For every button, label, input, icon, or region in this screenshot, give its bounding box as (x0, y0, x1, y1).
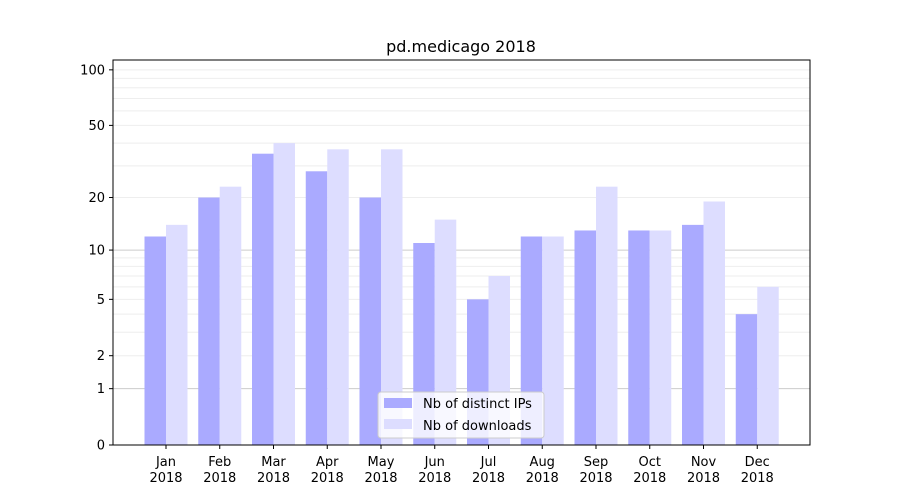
legend-label-ips: Nb of distinct IPs (423, 397, 532, 412)
x-tick-label: Aug 2018 (526, 455, 559, 486)
bar-ips (682, 224, 704, 445)
x-tick-label: Jan 2018 (149, 455, 182, 486)
x-tick-label: Dec 2018 (741, 455, 774, 486)
bar-downloads (596, 186, 618, 446)
y-tick-label: 2 (97, 349, 105, 364)
legend-box (377, 391, 545, 439)
bar-ips (628, 230, 650, 445)
y-tick-label: 0 (97, 439, 105, 454)
bar-downloads (649, 230, 672, 445)
chart-title: pd.medicago 2018 (386, 37, 536, 56)
x-tick-label: Nov 2018 (687, 455, 720, 486)
bar-downloads (757, 286, 779, 445)
bar-ips (359, 197, 381, 445)
y-tick-label: 50 (88, 119, 105, 134)
bar-ips (144, 236, 166, 445)
x-tick-label: Feb 2018 (203, 455, 236, 486)
bar-downloads (542, 236, 564, 445)
bar-downloads (327, 149, 349, 445)
x-tick-label: Apr 2018 (311, 455, 344, 486)
x-tick-label: Jun 2018 (418, 455, 451, 486)
x-tick-label: Jul 2018 (472, 455, 505, 486)
y-tick-label: 1 (97, 382, 105, 397)
bar-downloads (273, 143, 295, 445)
bar-ips (305, 171, 328, 445)
bar-ips (735, 314, 758, 445)
x-tick-label: Mar 2018 (257, 455, 290, 486)
y-tick-label: 100 (80, 63, 105, 78)
legend: Nb of distinct IPs Nb of downloads (377, 391, 545, 439)
y-tick-label: 20 (88, 191, 105, 206)
y-tick-label: 5 (97, 293, 105, 308)
legend-swatch-downloads (384, 419, 412, 429)
y-tick-label: 10 (88, 244, 105, 259)
legend-label-downloads: Nb of downloads (423, 419, 532, 434)
axes-frame (112, 59, 811, 446)
legend-swatch-ips (384, 398, 412, 408)
bar-downloads (219, 186, 242, 446)
bar-downloads (434, 219, 457, 445)
bar-downloads (703, 201, 725, 445)
bar-ips (574, 230, 596, 445)
x-tick-label: May 2018 (364, 455, 397, 486)
bar-ips (198, 197, 220, 445)
x-tick-label: Sep 2018 (579, 455, 612, 486)
x-tick-label: Oct 2018 (633, 455, 666, 486)
bar-downloads (381, 149, 403, 445)
bar-downloads (166, 224, 188, 445)
bar-ips (252, 153, 274, 446)
